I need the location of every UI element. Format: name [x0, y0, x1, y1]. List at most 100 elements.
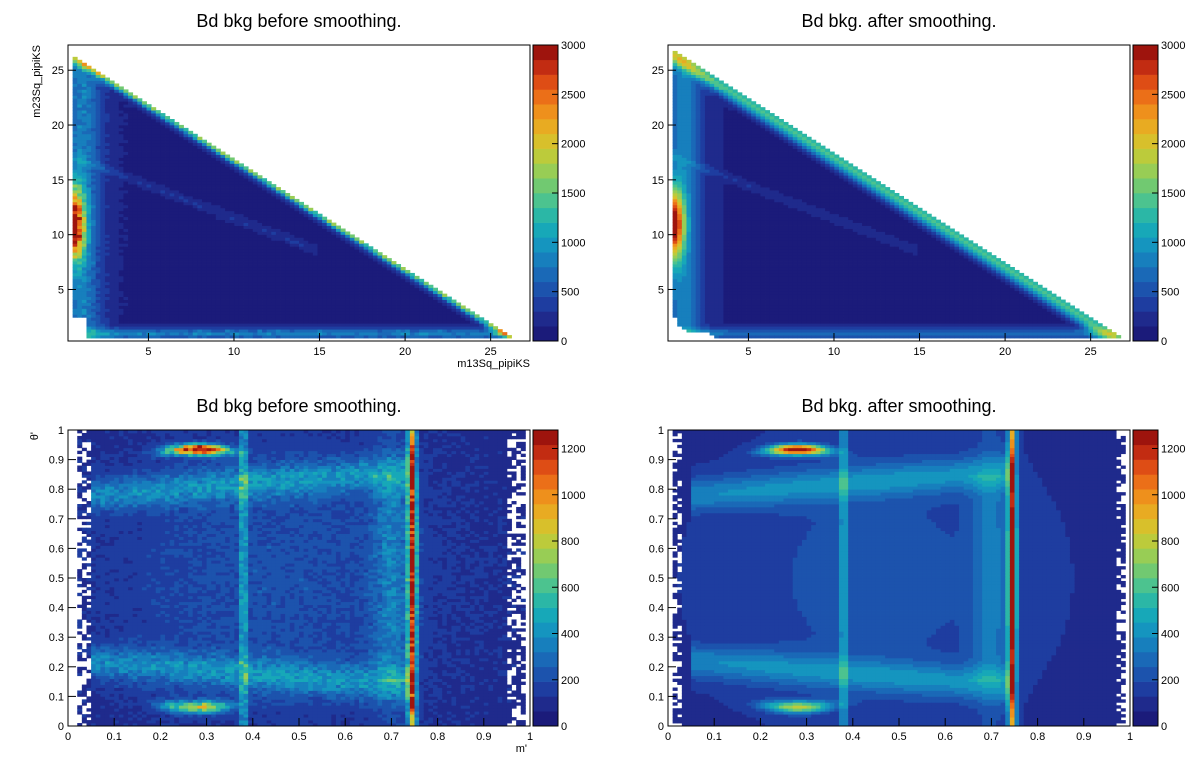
heatmap-cell: [86, 258, 92, 262]
heatmap-cell: [363, 258, 369, 262]
heatmap-cell: [132, 261, 138, 265]
heatmap-cell: [72, 110, 78, 114]
heatmap-cell: [165, 210, 171, 215]
heatmap-cell: [188, 142, 194, 147]
heatmap-cell: [160, 166, 166, 170]
heatmap-cell: [262, 275, 268, 280]
heatmap-cell: [345, 267, 351, 271]
heatmap-cell: [188, 234, 194, 238]
heatmap-cell: [132, 136, 138, 141]
heatmap-cell: [91, 332, 97, 336]
heatmap-cell: [109, 175, 115, 179]
heatmap-cell: [114, 246, 120, 250]
heatmap-cell: [72, 308, 78, 312]
heatmap-cell: [220, 335, 226, 339]
heatmap-cell: [483, 335, 489, 339]
heatmap-cell: [206, 311, 212, 315]
heatmap-cell: [681, 222, 687, 226]
heatmap-cell: [183, 169, 189, 173]
heatmap-cell: [322, 332, 328, 336]
heatmap-cell: [317, 281, 323, 286]
heatmap-cell: [400, 329, 406, 333]
heatmap-cell: [206, 169, 212, 173]
heatmap-cell: [215, 160, 221, 164]
heatmap-cell: [91, 119, 97, 123]
heatmap-cell: [677, 169, 683, 173]
heatmap-cell: [382, 278, 388, 283]
heatmap-cell: [118, 92, 124, 96]
heatmap-cell: [192, 160, 198, 164]
heatmap-cell: [81, 133, 87, 138]
heatmap-cell: [137, 201, 143, 206]
heatmap-cell: [160, 323, 166, 327]
heatmap-cell: [151, 139, 157, 144]
heatmap-cell: [474, 335, 480, 339]
heatmap-cell: [141, 190, 147, 194]
colorbar-step: [533, 148, 558, 164]
heatmap-cell: [359, 264, 365, 268]
colorbar-step: [533, 163, 558, 179]
heatmap-cell: [132, 311, 138, 315]
heatmap-cell: [372, 332, 378, 336]
heatmap-cell: [132, 133, 138, 138]
heatmap-cell: [132, 246, 138, 250]
heatmap-cell: [289, 210, 295, 215]
heatmap-cell: [188, 252, 194, 256]
heatmap-cell: [141, 110, 147, 114]
heatmap-cell: [368, 326, 374, 330]
heatmap-cell: [303, 207, 309, 212]
heatmap-cell: [206, 228, 212, 232]
heatmap-cell: [165, 308, 171, 312]
heatmap-cell: [442, 302, 448, 306]
heatmap-cell: [331, 258, 337, 262]
heatmap-cell: [677, 92, 683, 96]
heatmap-cell: [681, 77, 687, 81]
heatmap-cell: [77, 249, 83, 253]
heatmap-cell: [391, 275, 397, 280]
heatmap-cell: [428, 296, 434, 300]
heatmap-cell: [257, 222, 263, 226]
heatmap-cell: [118, 104, 124, 108]
heatmap-cell: [681, 113, 687, 117]
heatmap-cell: [266, 234, 272, 238]
heatmap-cell: [225, 329, 231, 333]
x-tick-label: 15: [313, 346, 325, 358]
heatmap-cell: [386, 269, 392, 274]
heatmap-cell: [345, 290, 351, 295]
heatmap-cell: [174, 308, 180, 312]
heatmap-cell: [81, 98, 87, 102]
heatmap-cell: [91, 317, 97, 321]
heatmap-cell: [248, 267, 254, 271]
heatmap-cell: [132, 160, 138, 164]
heatmap-cell: [151, 293, 157, 297]
heatmap-cell: [506, 335, 512, 339]
heatmap-cell: [368, 287, 374, 292]
heatmap-cell: [118, 228, 124, 232]
heatmap-cell: [257, 320, 263, 324]
heatmap-cell: [109, 255, 115, 259]
heatmap-cell: [77, 272, 83, 277]
heatmap-cell: [681, 142, 687, 147]
heatmap-cell: [91, 302, 97, 306]
heatmap-cell: [188, 243, 194, 247]
heatmap-cell: [72, 246, 78, 250]
heatmap-cell: [248, 258, 254, 262]
heatmap-cell: [132, 284, 138, 289]
heatmap-cell: [483, 323, 489, 327]
heatmap-cell: [225, 178, 231, 182]
heatmap-cell: [137, 299, 143, 303]
heatmap-cell: [132, 163, 138, 167]
heatmap-cell: [220, 172, 226, 176]
heatmap-cell: [465, 320, 471, 324]
heatmap-cell: [81, 228, 87, 232]
heatmap-cell: [95, 142, 101, 147]
heatmap-cell: [146, 169, 152, 173]
heatmap-cell: [243, 269, 249, 274]
heatmap-cell: [91, 172, 97, 176]
heatmap-cell: [174, 317, 180, 321]
heatmap-cell: [132, 184, 138, 188]
heatmap-cell: [155, 323, 161, 327]
heatmap-cell: [91, 77, 97, 81]
heatmap-cell: [114, 210, 120, 215]
heatmap-cell: [178, 296, 184, 300]
